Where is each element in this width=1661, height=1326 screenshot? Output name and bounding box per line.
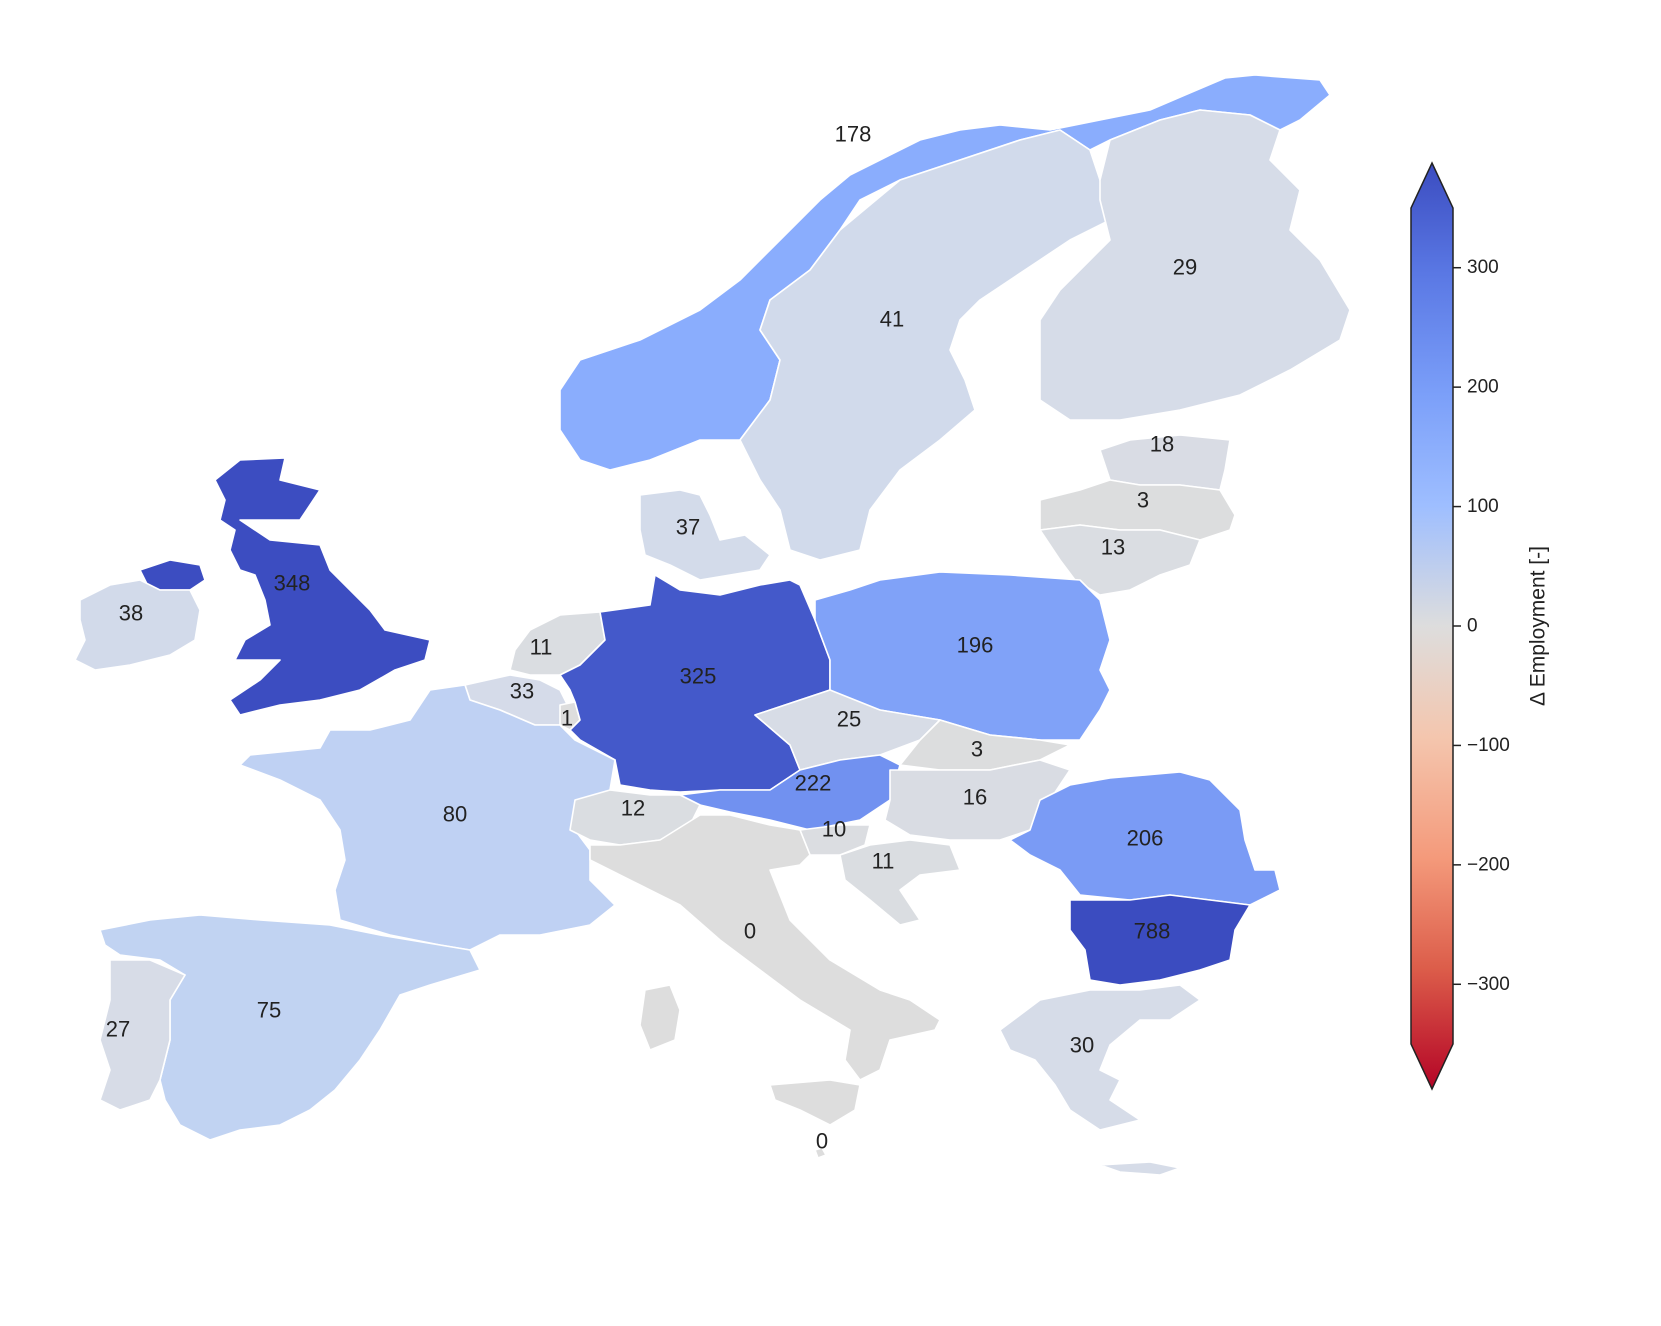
value-label-hungary: 16: [963, 785, 987, 810]
value-label-italy: 0: [744, 919, 756, 944]
colorbar-scale: [1410, 161, 1454, 1091]
country-slovakia: [899, 719, 1071, 771]
value-label-portugal: 27: [106, 1017, 130, 1042]
value-label-czechia: 25: [837, 707, 861, 732]
country-france: [239, 684, 616, 951]
country-italy: [589, 814, 941, 1126]
colorbar-ticks: 300 200 100 0 −100 −200 −300: [1453, 257, 1510, 995]
country-romania: [1009, 771, 1281, 906]
value-label-denmark: 37: [676, 515, 700, 540]
value-label-croatia: 11: [872, 849, 895, 874]
country-lithuania: [1039, 524, 1201, 596]
value-label-slovenia: 10: [822, 817, 846, 842]
colorbar-tick-label: 300: [1467, 257, 1499, 278]
country-ireland: [74, 579, 201, 671]
country-denmark: [639, 489, 771, 581]
value-label-slovakia: 3: [971, 737, 983, 762]
value-label-netherlands: 11: [530, 635, 553, 660]
value-label-united-kingdom: 348: [274, 571, 311, 596]
value-labels: 178 41 29 18 3 13 37 348 38 11 33 1 325 196 25 3 222 16 20…: [106, 122, 1197, 1154]
value-label-spain: 75: [257, 998, 281, 1023]
colorbar-tick-label: −100: [1467, 735, 1510, 756]
value-label-switzerland: 12: [621, 796, 645, 821]
colorbar: 300 200 100 0 −100 −200 −300 Δ Employment [-]: [1410, 161, 1550, 1091]
value-label-poland: 196: [957, 633, 994, 658]
value-label-france: 80: [443, 802, 467, 827]
country-malta: [814, 1147, 827, 1159]
value-label-bulgaria: 788: [1134, 919, 1171, 944]
colorbar-tick-label: 100: [1467, 496, 1499, 517]
country-portugal: [99, 959, 186, 1111]
value-label-romania: 206: [1127, 826, 1164, 851]
colorbar-label: Δ Employment [-]: [1527, 546, 1550, 706]
colorbar-tick-label: 200: [1467, 377, 1499, 398]
country-sweden: [739, 129, 1111, 561]
value-label-lithuania: 13: [1101, 535, 1125, 560]
colorbar-tick-label: −200: [1467, 854, 1510, 875]
value-label-finland: 29: [1173, 255, 1197, 280]
colorbar-tick-label: −300: [1467, 974, 1510, 995]
country-finland: [1039, 109, 1351, 421]
country-croatia: [839, 839, 961, 926]
value-label-luxembourg: 1: [561, 706, 573, 731]
value-label-estonia: 18: [1150, 432, 1174, 457]
value-label-germany: 325: [680, 664, 717, 689]
value-label-austria: 222: [795, 771, 832, 796]
value-label-malta: 0: [816, 1129, 828, 1154]
colorbar-tick-label: 0: [1467, 616, 1478, 637]
country-greece: [999, 984, 1201, 1176]
value-label-greece: 30: [1070, 1033, 1094, 1058]
country-shapes: [74, 74, 1351, 1176]
value-label-latvia: 3: [1137, 488, 1149, 513]
value-label-norway: 178: [835, 122, 872, 147]
value-label-belgium: 33: [510, 679, 534, 704]
country-bulgaria: [1069, 894, 1251, 986]
value-label-ireland: 38: [119, 601, 143, 626]
value-label-sweden: 41: [880, 307, 904, 332]
